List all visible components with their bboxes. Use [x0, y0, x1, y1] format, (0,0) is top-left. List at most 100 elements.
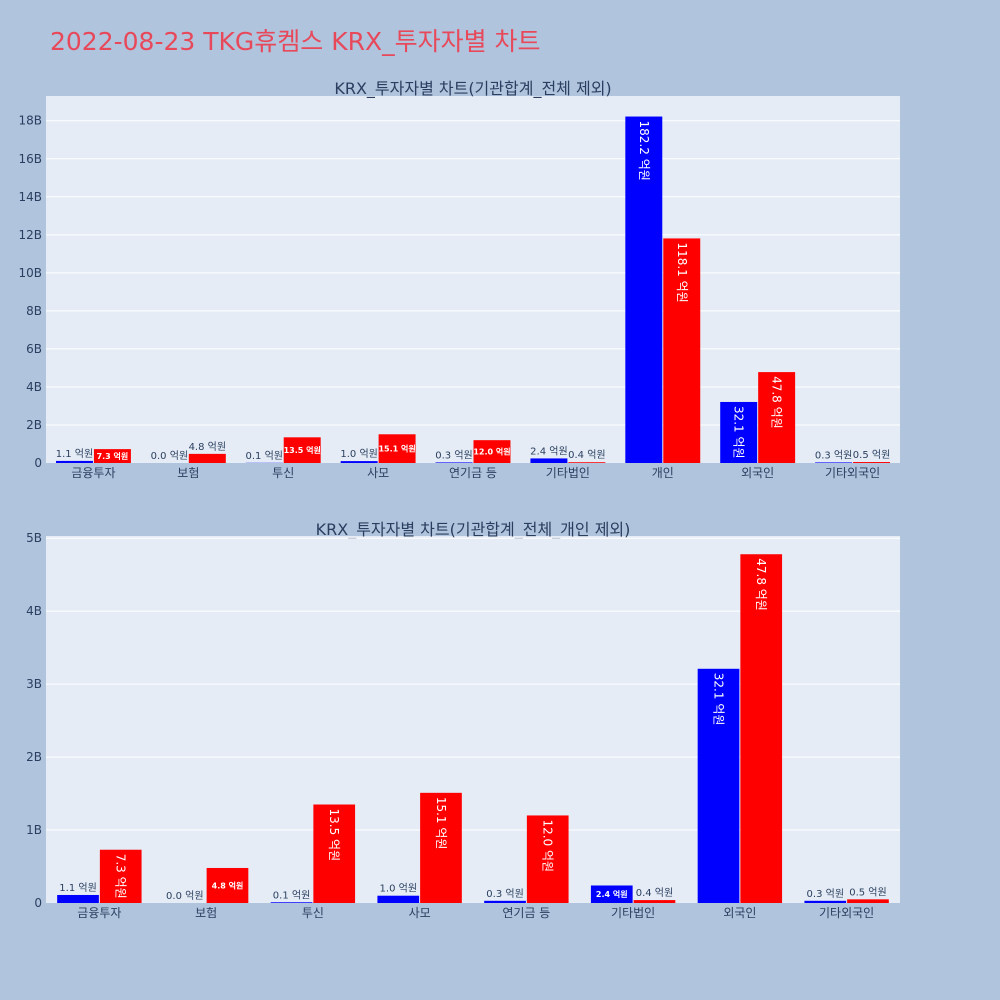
bar-value-label: 118.1 억원 — [675, 242, 689, 302]
bar — [340, 461, 378, 463]
x-tick-label: 개인 — [652, 466, 674, 480]
bar — [93, 449, 131, 463]
bar — [625, 116, 663, 463]
bar-value-label: 13.5 억원 — [284, 445, 321, 455]
x-tick-label: 외국인 — [741, 466, 774, 480]
bar — [313, 804, 356, 903]
bar-value-label: 32.1 억원 — [712, 673, 726, 726]
bar — [590, 885, 633, 903]
y-tick-label: 16B — [18, 152, 42, 166]
x-tick-label: 연기금 등 — [449, 466, 497, 480]
bar — [188, 453, 226, 463]
bar — [473, 440, 511, 463]
bar — [758, 372, 796, 463]
y-tick-label: 6B — [26, 342, 42, 356]
bar-value-label: 15.1 억원 — [434, 797, 448, 850]
bar-value-label: 0.4 억원 — [568, 449, 605, 461]
bar-value-label: 2.4 억원 — [596, 889, 628, 899]
bar — [57, 894, 99, 903]
x-tick-label: 투신 — [302, 906, 324, 920]
bar-value-label: 182.2 억원 — [637, 121, 651, 181]
chart-1: KRX_투자자별 차트(기관합계_전체 제외) 0 2B 4B 6B 8B 10B 12B 14… — [18, 79, 900, 480]
bar — [530, 458, 568, 463]
bar-value-label: 15.1 억원 — [378, 444, 415, 454]
bar-value-label: 0.1 억원 — [246, 450, 283, 462]
y-tick-label: 14B — [18, 190, 42, 204]
x-tick-label: 투신 — [272, 466, 294, 480]
y-tick-label: 3B — [26, 677, 42, 691]
bar — [697, 668, 740, 903]
bar-value-label: 1.1 억원 — [59, 882, 96, 894]
chart-title: KRX_투자자별 차트(기관합계_전체 제외) — [334, 79, 611, 99]
bar — [804, 900, 847, 903]
bar — [270, 902, 313, 903]
y-tick-label: 12B — [18, 228, 42, 242]
bar-value-label: 0.5 억원 — [853, 449, 890, 461]
bar-value-label: 47.8 억원 — [754, 558, 768, 611]
bar-value-label: 13.5 억원 — [327, 809, 341, 862]
bar-value-label: 0.3 억원 — [486, 888, 523, 900]
x-tick-label: 기타법인 — [611, 906, 655, 920]
y-tick-label: 5B — [26, 531, 42, 545]
bar-value-label: 1.1 억원 — [56, 448, 93, 460]
bar-value-label: 12.0 억원 — [541, 819, 555, 872]
bar-value-label: 0.0 억원 — [151, 450, 188, 462]
x-tick-label: 기타외국인 — [825, 466, 880, 480]
bar — [853, 462, 891, 463]
bar — [720, 401, 758, 463]
bar — [633, 900, 676, 903]
bar — [206, 867, 249, 903]
bar-value-label: 4.8 억원 — [212, 880, 244, 890]
bar — [283, 437, 321, 463]
x-tick-label: 기타외국인 — [819, 906, 874, 920]
x-tick-label: 외국인 — [723, 906, 756, 920]
x-tick-label: 보험 — [177, 466, 199, 480]
y-tick-label: 0 — [34, 896, 42, 910]
bar — [99, 849, 142, 903]
bar-value-label: 0.5 억원 — [849, 886, 886, 898]
y-tick-label: 4B — [26, 604, 42, 618]
y-tick-label: 2B — [26, 750, 42, 764]
x-tick-label: 보험 — [195, 906, 217, 920]
bar — [484, 900, 526, 903]
bar — [420, 792, 462, 903]
bar — [55, 460, 93, 463]
bar-value-label: 1.0 억원 — [380, 883, 417, 895]
x-tick-label: 금융투자 — [71, 466, 115, 480]
bar-value-label: 0.0 억원 — [166, 890, 203, 902]
bar-value-label: 0.3 억원 — [435, 449, 472, 461]
bar-value-label: 7.3 억원 — [97, 451, 129, 461]
bar — [740, 554, 783, 903]
bar-value-label: 0.1 억원 — [273, 889, 310, 901]
bar-value-label: 47.8 억원 — [770, 376, 784, 429]
bar-value-label: 12.0 억원 — [473, 447, 510, 457]
bar — [663, 238, 701, 463]
y-tick-label: 2B — [26, 418, 42, 432]
bar — [815, 462, 853, 463]
y-tick-label: 8B — [26, 304, 42, 318]
bar — [568, 462, 606, 463]
bar — [435, 462, 473, 463]
bar-value-label: 0.3 억원 — [815, 449, 852, 461]
bar-value-label: 7.3 억원 — [114, 854, 128, 899]
bar-value-label: 0.3 억원 — [807, 888, 844, 900]
page-title: 2022-08-23 TKG휴켐스 KRX_투자자별 차트 — [50, 27, 541, 56]
y-tick-label: 10B — [18, 266, 42, 280]
y-tick-label: 1B — [26, 823, 42, 837]
plot-area — [46, 96, 900, 463]
x-tick-label: 연기금 등 — [502, 906, 550, 920]
y-tick-label: 4B — [26, 380, 42, 394]
bar — [526, 815, 569, 903]
chart-2: KRX_투자자별 차트(기관합계_전체_개인 제외) 0 1B 2B 3B 4B 5B 금융투… — [26, 520, 900, 920]
chart-title: KRX_투자자별 차트(기관합계_전체_개인 제외) — [316, 520, 631, 540]
x-tick-label: 금융투자 — [77, 906, 121, 920]
x-tick-label: 사모 — [409, 906, 431, 920]
bar-value-label: 0.4 억원 — [636, 887, 673, 899]
y-tick-label: 18B — [18, 114, 42, 128]
y-tick-label: 0 — [34, 456, 42, 470]
x-tick-label: 사모 — [367, 466, 389, 480]
bar-value-label: 2.4 억원 — [530, 445, 567, 457]
bar — [847, 899, 889, 903]
